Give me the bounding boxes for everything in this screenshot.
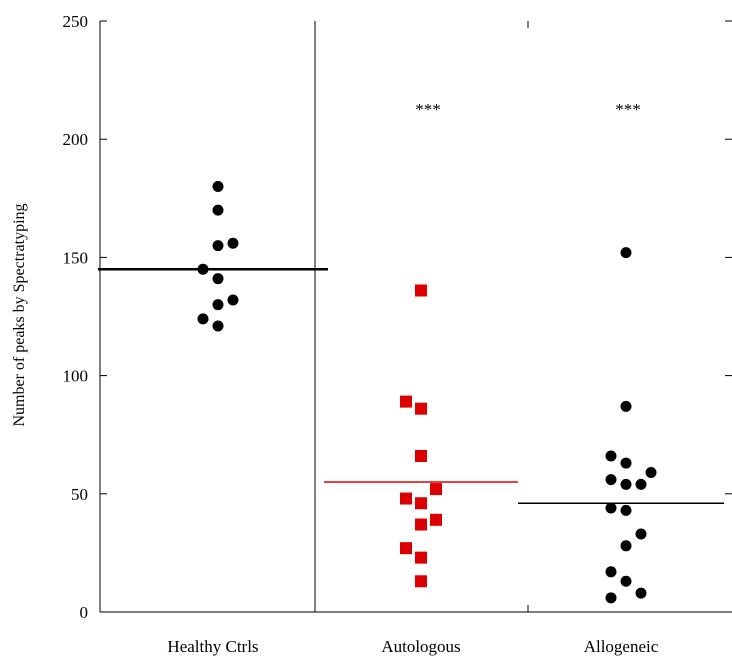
y-tick-label: 150 [63,248,89,267]
y-tick-label: 50 [71,485,88,504]
category-label: Allogeneic [584,637,659,656]
data-point [415,284,427,297]
data-point [605,502,617,514]
data-point [415,518,427,531]
data-point [415,402,427,415]
data-point [635,528,647,540]
data-point [415,497,427,510]
data-point [212,320,224,332]
data-point [227,237,239,249]
data-point [400,492,412,505]
data-point [620,457,632,469]
data-point [605,450,617,462]
data-point [212,240,224,252]
data-point [605,474,617,486]
data-point [620,504,632,516]
data-point [212,180,224,192]
data-point [415,551,427,564]
labels: 0 50 100 150 200 250 Healthy Ctrls Autologous Al… [63,12,659,656]
category-label: Autologous [381,637,460,656]
data-points [197,180,657,604]
y-tick-label: 250 [63,12,89,31]
median-lines [98,267,724,505]
data-point [605,566,617,578]
data-point [430,483,442,496]
data-point [620,478,632,490]
data-point [400,395,412,408]
data-point [197,263,209,275]
data-point [635,587,647,599]
data-point [212,204,224,216]
data-point [212,273,224,285]
data-point [415,449,427,462]
data-point [620,575,632,587]
data-point [400,542,412,555]
data-point [415,575,427,588]
data-point [620,540,632,552]
data-point [620,400,632,412]
data-point [227,294,239,306]
data-point [197,313,209,325]
data-point [620,247,632,259]
y-tick-label: 200 [63,130,89,149]
data-point [212,299,224,311]
data-point [635,478,647,490]
significance-label: *** [415,100,441,119]
category-label: Healthy Ctrls [167,637,258,656]
data-point [645,467,657,479]
data-point [430,513,442,526]
significance-label: *** [615,100,641,119]
y-axis-title: Number of peaks by Spectratyping [11,203,28,426]
data-point [605,592,617,604]
y-tick-label: 100 [63,367,89,386]
y-tick-label: 0 [80,603,89,622]
axes [99,20,732,613]
